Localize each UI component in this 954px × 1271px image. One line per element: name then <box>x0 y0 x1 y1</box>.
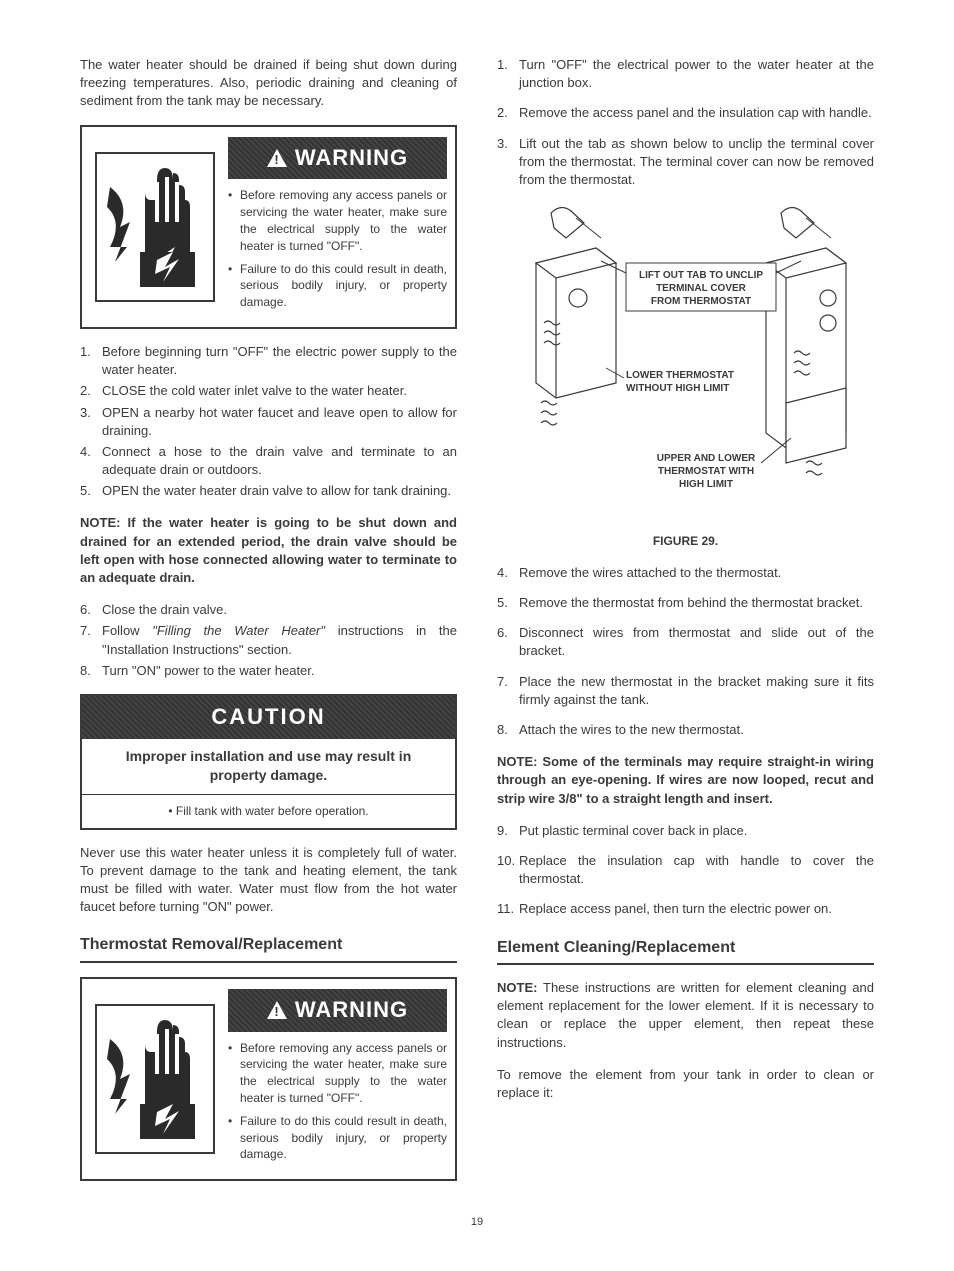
alert-triangle-icon: ! <box>267 149 287 167</box>
list-text: Remove the thermostat from behind the th… <box>519 594 874 612</box>
ordered-list: 1.Before beginning turn "OFF" the electr… <box>80 343 457 501</box>
list-item: 3.OPEN a nearby hot water faucet and lea… <box>80 404 457 440</box>
warning-text: Failure to do this could result in death… <box>240 261 447 311</box>
list-text: Replace the insulation cap with handle t… <box>519 852 874 888</box>
list-item: 5.Remove the thermostat from behind the … <box>497 594 874 612</box>
list-text: Before beginning turn "OFF" the electric… <box>102 343 457 379</box>
list-text: Remove the access panel and the insulati… <box>519 104 874 122</box>
paragraph: To remove the element from your tank in … <box>497 1066 874 1102</box>
list-text: Close the drain valve. <box>102 601 457 619</box>
list-text: Follow "Filling the Water Heater" instru… <box>102 622 457 658</box>
svg-text:LIFT OUT TAB TO UNCLIP: LIFT OUT TAB TO UNCLIP <box>638 270 762 281</box>
list-text: Place the new thermostat in the bracket … <box>519 673 874 709</box>
figure-caption: FIGURE 29. <box>497 533 874 550</box>
shock-hand-icon <box>90 137 220 317</box>
list-item: 8.Attach the wires to the new thermostat… <box>497 721 874 739</box>
warning-box-1: ! WARNING •Before removing any access pa… <box>80 125 457 329</box>
ordered-list: 9.Put plastic terminal cover back in pla… <box>497 822 874 919</box>
page-number: 19 <box>80 1215 874 1230</box>
warning-bullet: •Failure to do this could result in deat… <box>228 261 447 311</box>
note-paragraph: NOTE: If the water heater is going to be… <box>80 514 457 587</box>
list-item: 9.Put plastic terminal cover back in pla… <box>497 822 874 840</box>
list-item: 4.Remove the wires attached to the therm… <box>497 564 874 582</box>
svg-text:TERMINAL COVER: TERMINAL COVER <box>656 283 747 294</box>
list-item: 2.Remove the access panel and the insula… <box>497 104 874 122</box>
list-text: Turn "ON" power to the water heater. <box>102 662 457 680</box>
svg-text:WITHOUT HIGH LIMIT: WITHOUT HIGH LIMIT <box>626 383 729 394</box>
warning-header: ! WARNING <box>228 137 447 180</box>
list-text: CLOSE the cold water inlet valve to the … <box>102 382 457 400</box>
svg-text:HIGH LIMIT: HIGH LIMIT <box>679 479 733 490</box>
list-text: Attach the wires to the new thermostat. <box>519 721 874 739</box>
caution-box: CAUTION Improper installation and use ma… <box>80 694 457 830</box>
right-column: 1.Turn "OFF" the electrical power to the… <box>497 56 874 1195</box>
warning-body: ! WARNING •Before removing any access pa… <box>228 137 447 317</box>
warning-header: ! WARNING <box>228 989 447 1032</box>
list-item: 5.OPEN the water heater drain valve to a… <box>80 482 457 500</box>
section-title-element: Element Cleaning/Replacement <box>497 937 874 965</box>
warning-bullet: •Before removing any access panels or se… <box>228 187 447 254</box>
note-text: These instructions are written for eleme… <box>497 980 874 1050</box>
warning-title: WARNING <box>295 995 408 1026</box>
warning-text: Failure to do this could result in death… <box>240 1113 447 1163</box>
list-text: OPEN the water heater drain valve to all… <box>102 482 457 500</box>
list-item: 1.Before beginning turn "OFF" the electr… <box>80 343 457 379</box>
list-item: 1.Turn "OFF" the electrical power to the… <box>497 56 874 92</box>
list-item: 10.Replace the insulation cap with handl… <box>497 852 874 888</box>
page: The water heater should be drained if be… <box>80 56 874 1195</box>
ordered-list: 4.Remove the wires attached to the therm… <box>497 564 874 739</box>
shock-hand-icon <box>90 989 220 1169</box>
caution-subtitle: Improper installation and use may result… <box>82 739 455 795</box>
list-item: 4.Connect a hose to the drain valve and … <box>80 443 457 479</box>
paragraph: NOTE: These instructions are written for… <box>497 979 874 1052</box>
list-item: 7.Follow "Filling the Water Heater" inst… <box>80 622 457 658</box>
list-item: 2.CLOSE the cold water inlet valve to th… <box>80 382 457 400</box>
warning-body: ! WARNING •Before removing any access pa… <box>228 989 447 1169</box>
list-text: Turn "OFF" the electrical power to the w… <box>519 56 874 92</box>
list-item: 8.Turn "ON" power to the water heater. <box>80 662 457 680</box>
list-text: Remove the wires attached to the thermos… <box>519 564 874 582</box>
svg-text:LOWER THERMOSTAT: LOWER THERMOSTAT <box>626 370 734 381</box>
intro-paragraph: The water heater should be drained if be… <box>80 56 457 111</box>
caution-header: CAUTION <box>82 696 455 739</box>
list-item: 6.Disconnect wires from thermostat and s… <box>497 624 874 660</box>
ordered-list: 6.Close the drain valve. 7.Follow "Filli… <box>80 601 457 680</box>
svg-text:!: ! <box>274 1004 279 1019</box>
list-item: 3.Lift out the tab as shown below to unc… <box>497 135 874 190</box>
note-paragraph: NOTE: Some of the terminals may require … <box>497 753 874 808</box>
svg-text:UPPER AND LOWER: UPPER AND LOWER <box>656 453 755 464</box>
left-column: The water heater should be drained if be… <box>80 56 457 1195</box>
warning-bullet: •Failure to do this could result in deat… <box>228 1113 447 1163</box>
figure-29: LIFT OUT TAB TO UNCLIP TERMINAL COVER FR… <box>497 203 874 523</box>
svg-text:FROM THERMOSTAT: FROM THERMOSTAT <box>650 296 750 307</box>
list-text: OPEN a nearby hot water faucet and leave… <box>102 404 457 440</box>
list-item: 11.Replace access panel, then turn the e… <box>497 900 874 918</box>
warning-box-2: ! WARNING •Before removing any access pa… <box>80 977 457 1181</box>
list-text: Disconnect wires from thermostat and sli… <box>519 624 874 660</box>
section-title-thermostat: Thermostat Removal/Replacement <box>80 934 457 962</box>
list-item: 7.Place the new thermostat in the bracke… <box>497 673 874 709</box>
svg-text:!: ! <box>274 152 279 167</box>
svg-text:THERMOSTAT WITH: THERMOSTAT WITH <box>657 466 753 477</box>
alert-triangle-icon: ! <box>267 1001 287 1019</box>
list-text: Replace access panel, then turn the elec… <box>519 900 874 918</box>
paragraph: Never use this water heater unless it is… <box>80 844 457 917</box>
warning-bullet: •Before removing any access panels or se… <box>228 1040 447 1107</box>
list-text: Connect a hose to the drain valve and te… <box>102 443 457 479</box>
warning-text: Before removing any access panels or ser… <box>240 187 447 254</box>
warning-text: Before removing any access panels or ser… <box>240 1040 447 1107</box>
ordered-list: 1.Turn "OFF" the electrical power to the… <box>497 56 874 189</box>
list-item: 6.Close the drain valve. <box>80 601 457 619</box>
warning-title: WARNING <box>295 143 408 174</box>
list-text: Lift out the tab as shown below to uncli… <box>519 135 874 190</box>
list-text: Put plastic terminal cover back in place… <box>519 822 874 840</box>
caution-body: • Fill tank with water before operation. <box>82 795 455 828</box>
